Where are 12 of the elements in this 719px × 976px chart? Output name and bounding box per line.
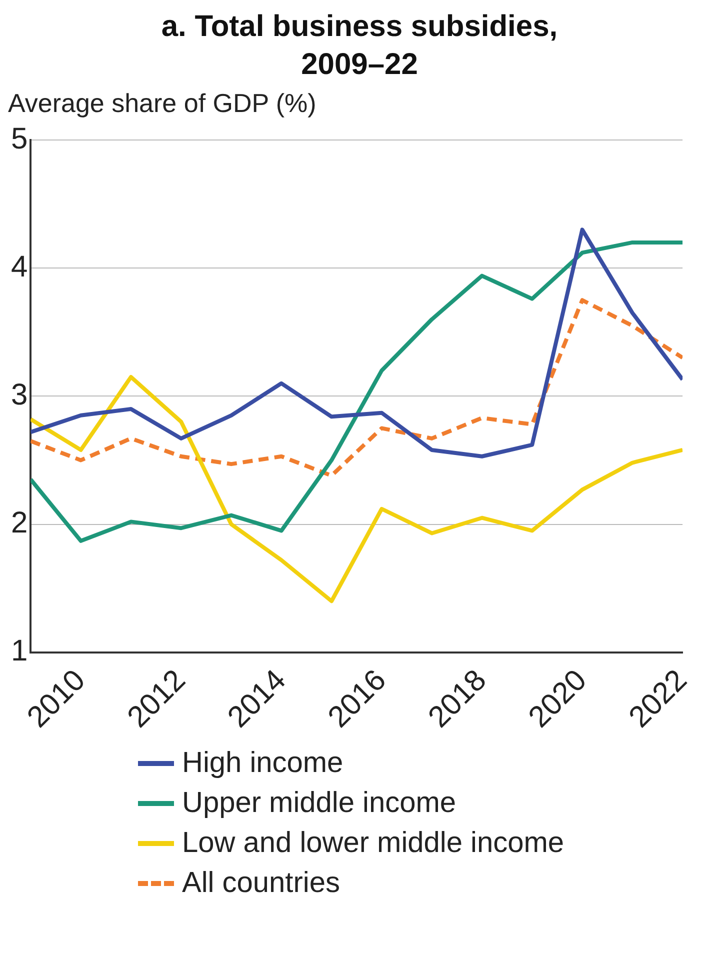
- legend-label: Upper middle income: [182, 786, 456, 820]
- y-tick-label: 4: [10, 250, 28, 284]
- y-tick-label: 1: [10, 634, 28, 668]
- legend-label: Low and lower middle income: [182, 826, 564, 860]
- y-tick-label: 3: [10, 378, 28, 412]
- y-tick-label: 5: [10, 122, 28, 156]
- legend-label: High income: [182, 746, 344, 780]
- y-tick-label: 2: [10, 506, 28, 540]
- legend-label: All countries: [182, 866, 340, 900]
- y-axis-title: Average share of GDP (%): [8, 88, 318, 119]
- line-series: [30, 298, 683, 478]
- chart-title: a. Total business subsidies, 2009–22: [160, 9, 559, 83]
